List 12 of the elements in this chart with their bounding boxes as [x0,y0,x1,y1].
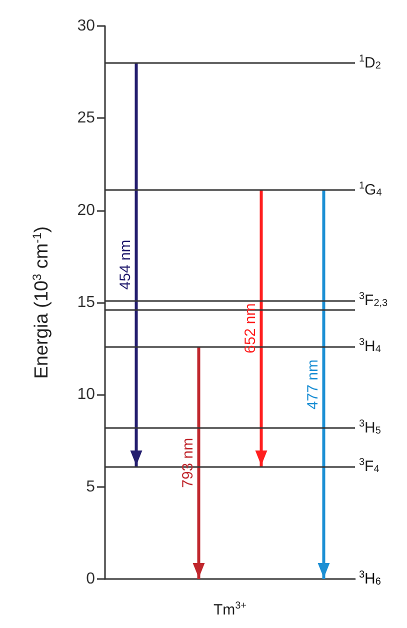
annotation: 454 nm [116,240,134,290]
annotation: 477 nm [304,360,322,410]
y-tick-label: 15 [77,294,96,311]
y-tick-label: 0 [86,570,96,588]
y-tick-label: 25 [77,110,96,127]
y-tick-label: 10 [77,386,96,404]
annotation: 793 nm [179,438,196,488]
y-tick-label: 30 [77,18,96,34]
annotation: 652 nm [242,303,259,354]
y-axis-title: Energia (103 cm-1) [30,226,52,379]
y-tick-label: 20 [77,202,96,219]
y-tick-label: 5 [86,478,96,496]
